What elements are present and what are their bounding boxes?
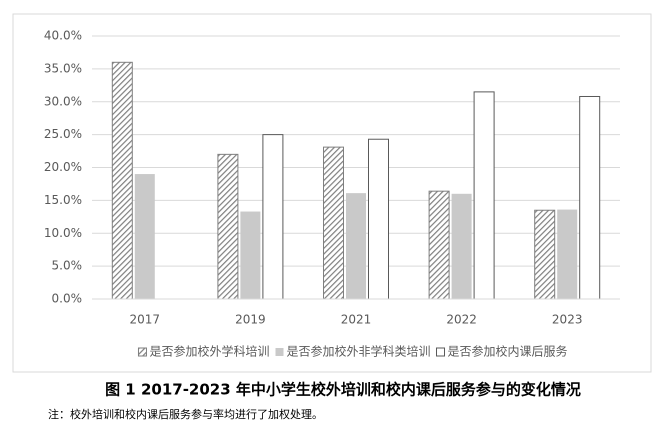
bar [368,138,389,300]
bar [579,95,601,300]
y-tick-label: 40.0% [44,29,82,43]
bar [323,146,344,300]
y-tick-label: 5.0% [52,259,83,273]
caption: 图 1 2017-2023 年中小学生校外培训和校内课后服务参与的变化情况 [105,381,581,399]
x-tick-label: 2019 [235,313,266,327]
bar [111,61,133,300]
x-tick-label: 2017 [130,313,161,327]
bar [217,153,239,300]
bar [134,174,155,299]
y-tick-label: 25.0% [44,127,82,141]
legend-label: 是否参加校外学科培训 [149,344,269,359]
legend-label: 是否参加校外非学科类培训 [286,344,430,359]
legend-marker [436,347,446,357]
chart-border [12,13,652,373]
bar [473,91,495,300]
legend-label: 是否参加校内课后服务 [448,344,568,359]
bar [240,211,261,299]
bar [557,209,578,299]
x-tick-label: 2023 [552,313,583,327]
bar [346,193,366,299]
y-tick-label: 15.0% [44,193,82,207]
y-tick-label: 20.0% [44,160,82,174]
y-tick-label: 35.0% [44,61,82,75]
y-tick-label: 0.0% [52,292,83,306]
bar [262,134,284,300]
legend-marker [137,347,147,357]
bar [451,193,472,299]
note: 注：校外培训和校内课后服务参与率均进行了加权处理。 [48,407,323,421]
y-tick-label: 10.0% [44,226,82,240]
bar [534,209,556,300]
x-tick-label: 2022 [446,313,477,327]
bar [428,190,450,300]
y-tick-label: 30.0% [44,94,82,108]
legend-marker [275,348,284,356]
x-tick-label: 2021 [341,313,372,327]
